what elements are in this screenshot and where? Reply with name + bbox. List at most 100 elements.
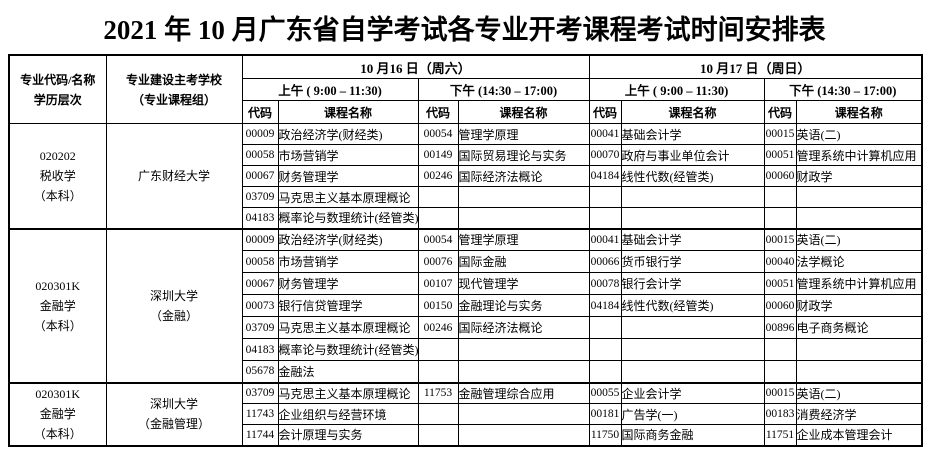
course-code-cell: 00073 xyxy=(241,294,279,317)
course-code-cell xyxy=(417,338,459,361)
code-header: 代码 xyxy=(763,100,797,124)
course-name-cell: 财务管理学 xyxy=(277,165,419,187)
course-code-cell xyxy=(588,207,622,229)
table-row: 03709 马克思主义基本原理概论 xyxy=(9,186,923,208)
course-code-cell: 00058 xyxy=(241,144,279,166)
course-name-cell: 财政学 xyxy=(795,294,923,317)
major-line: （本科） xyxy=(33,427,82,441)
course-name-cell xyxy=(795,360,923,383)
course-name-cell: 国际贸易理论与实务 xyxy=(457,144,590,166)
course-code-cell: 00067 xyxy=(241,272,279,295)
major-line: 020301K xyxy=(35,387,81,401)
course-code-cell: 00078 xyxy=(588,272,622,295)
course-code-cell: 00015 xyxy=(763,381,797,404)
course-name-cell: 企业组织与经营环境 xyxy=(277,403,419,425)
course-name-cell: 国际金融 xyxy=(457,250,590,273)
course-name-cell: 货币银行学 xyxy=(620,250,765,273)
school-cell: 深圳大学 （金融管理） xyxy=(105,381,243,446)
course-code-cell: 00246 xyxy=(417,316,459,339)
course-name-cell: 会计原理与实务 xyxy=(277,424,419,446)
course-name-cell xyxy=(795,186,923,208)
course-code-cell: 11751 xyxy=(763,424,797,446)
school-cell: 深圳大学 （金融） xyxy=(105,227,243,383)
course-name-cell: 财务管理学 xyxy=(277,272,419,295)
major-line: 金融学 xyxy=(39,298,76,313)
course-code-cell: 03709 xyxy=(241,186,279,208)
major-column-header: 专业代码/名称 学历层次 xyxy=(8,54,107,124)
course-name-cell xyxy=(620,360,765,383)
table-header: 专业代码/名称 学历层次 专业建设主考学校 （专业课程组） 10 月16 日（周… xyxy=(8,54,923,124)
exam-schedule-table: 专业代码/名称 学历层次 专业建设主考学校 （专业课程组） 10 月16 日（周… xyxy=(8,54,924,447)
course-name-cell: 电子商务概论 xyxy=(795,316,923,339)
course-code-cell xyxy=(417,403,459,425)
sat-morning-header: 上午 ( 9:00 – 11:30) xyxy=(241,78,419,101)
course-name-header: 课程名称 xyxy=(795,100,923,124)
course-code-cell: 03709 xyxy=(241,316,279,339)
course-name-cell: 基础会计学 xyxy=(620,123,765,145)
course-name-cell: 马克思主义基本原理概论 xyxy=(277,186,419,208)
course-name-cell xyxy=(457,186,590,208)
course-code-cell xyxy=(417,207,459,229)
school-column-header-line2: （专业课程组） xyxy=(131,92,216,107)
course-name-cell: 银行信贷管理学 xyxy=(277,294,419,317)
course-code-cell: 00058 xyxy=(241,250,279,273)
code-header: 代码 xyxy=(417,100,459,124)
major-column-header-line2: 学历层次 xyxy=(33,92,82,107)
course-name-cell: 现代管理学 xyxy=(457,272,590,295)
course-name-cell: 金融法 xyxy=(277,360,419,383)
course-name-header: 课程名称 xyxy=(277,100,419,124)
major-line: （本科） xyxy=(33,318,82,333)
course-name-cell: 概率论与数理统计(经管类) xyxy=(277,338,419,361)
course-name-cell: 英语(二) xyxy=(795,123,923,145)
course-code-cell xyxy=(417,186,459,208)
course-code-cell: 00009 xyxy=(241,227,279,251)
table-row: 05678 金融法 xyxy=(9,360,923,383)
course-name-cell: 马克思主义基本原理概论 xyxy=(277,316,419,339)
course-code-cell: 11753 xyxy=(417,381,459,404)
table-row: 11744 会计原理与实务 11750 国际商务金融 11751 企业成本管理会计 xyxy=(9,424,923,446)
table-row: 00067 财务管理学 00246 国际经济法概论 04184 线性代数(经管类) 0006… xyxy=(9,165,923,187)
course-code-cell: 00015 xyxy=(763,227,797,251)
header-row-subcolumns: 代码 课程名称 代码 课程名称 代码 课程名称 代码 课程名称 xyxy=(9,100,923,124)
course-code-cell xyxy=(417,424,459,446)
major-cell: 020301K 金融学 （本科） xyxy=(8,227,107,383)
table-row: 020301K 金融学 （本科） 深圳大学 （金融管理） 03709 马克思主义基本原理概论… xyxy=(8,381,923,446)
course-name-cell: 管理系统中计算机应用 xyxy=(795,144,923,166)
school-line: （金融管理） xyxy=(137,417,210,431)
course-code-cell: 00896 xyxy=(763,316,797,339)
course-code-cell: 00183 xyxy=(763,403,797,425)
code-header: 代码 xyxy=(241,100,279,124)
school-line: 深圳大学 xyxy=(149,397,198,411)
sun-morning-header: 上午 ( 9:00 – 11:30) xyxy=(588,78,765,101)
course-name-cell: 金融理论与实务 xyxy=(457,294,590,317)
course-name-cell: 英语(二) xyxy=(795,227,923,251)
course-name-cell: 英语(二) xyxy=(795,381,923,404)
header-row-dates: 专业代码/名称 学历层次 专业建设主考学校 （专业课程组） 10 月16 日（周… xyxy=(8,54,923,124)
course-name-cell: 线性代数(经管类) xyxy=(620,294,765,317)
course-name-header: 课程名称 xyxy=(457,100,590,124)
course-name-cell: 国际经济法概论 xyxy=(457,165,590,187)
course-name-cell: 银行会计学 xyxy=(620,272,765,295)
course-code-cell: 00150 xyxy=(417,294,459,317)
course-code-cell: 00067 xyxy=(241,165,279,187)
course-name-cell: 企业会计学 xyxy=(620,381,765,404)
course-code-cell: 00066 xyxy=(588,250,622,273)
major-line: （本科） xyxy=(33,188,82,203)
sun-afternoon-header: 下午 (14:30 – 17:00) xyxy=(763,78,923,101)
course-code-cell: 00040 xyxy=(763,250,797,273)
course-name-cell: 市场营销学 xyxy=(277,250,419,273)
course-name-cell xyxy=(457,360,590,383)
course-name-cell xyxy=(457,207,590,229)
table-row: 04183 概率论与数理统计(经管类) xyxy=(9,207,923,229)
course-name-cell: 广告学(一) xyxy=(620,403,765,425)
course-name-cell: 管理学原理 xyxy=(457,123,590,145)
course-code-cell xyxy=(763,338,797,361)
course-name-cell: 企业成本管理会计 xyxy=(795,424,923,446)
course-code-cell: 00051 xyxy=(763,272,797,295)
course-code-cell: 00149 xyxy=(417,144,459,166)
course-name-cell xyxy=(620,338,765,361)
course-code-cell: 11744 xyxy=(241,424,279,446)
major-line: 020202 xyxy=(39,148,76,163)
course-name-cell xyxy=(620,207,765,229)
course-code-cell: 00246 xyxy=(417,165,459,187)
